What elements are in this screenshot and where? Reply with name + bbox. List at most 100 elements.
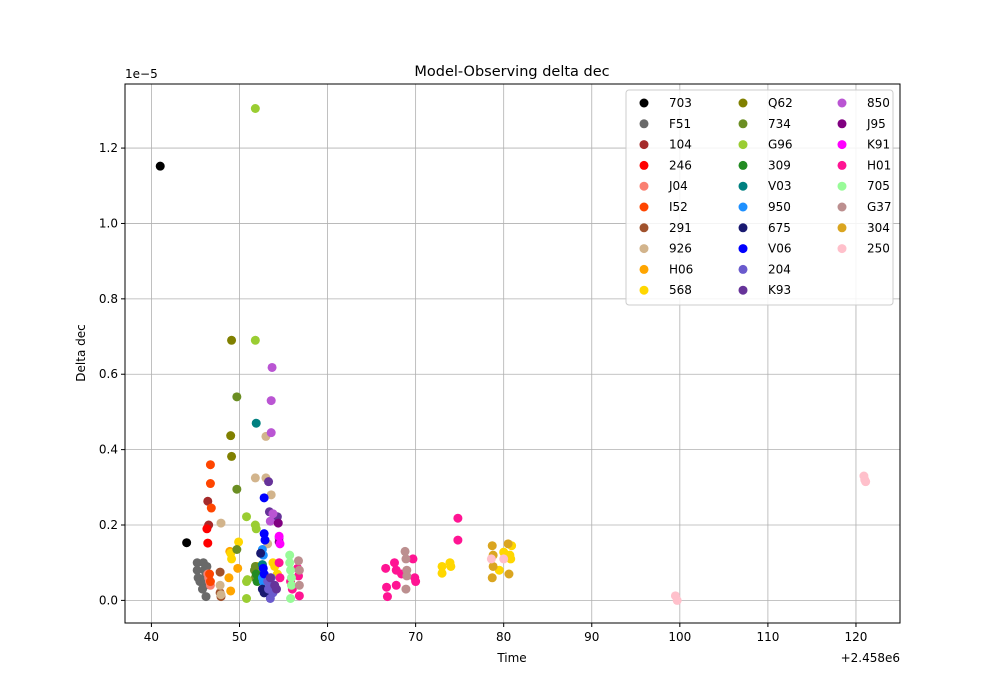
data-point-568	[437, 568, 447, 578]
data-point-850	[266, 396, 276, 406]
data-point-G96	[250, 104, 260, 113]
legend-label-734: 734	[768, 117, 791, 131]
x-tick-label: 50	[232, 630, 247, 644]
data-point-H06	[226, 586, 236, 596]
data-point-734	[232, 392, 242, 402]
y-scale-label: 1e−5	[125, 67, 158, 81]
x-tick-label: 70	[408, 630, 423, 644]
data-point-250	[499, 554, 509, 564]
legend-marker-675	[738, 223, 748, 233]
data-point-Q62	[226, 431, 236, 441]
legend-label-850: 850	[867, 96, 890, 110]
data-point-H01	[382, 592, 392, 602]
legend-label-H01: H01	[867, 158, 891, 172]
data-point-246	[202, 524, 212, 534]
data-point-304	[503, 539, 513, 549]
data-point-I52	[205, 577, 215, 587]
data-point-568	[437, 561, 447, 571]
data-point-H01	[408, 554, 418, 564]
data-point-H01	[453, 513, 463, 523]
y-tick-label: 1.2	[99, 141, 118, 155]
legend-marker-I52	[639, 202, 649, 212]
y-axis-label: Delta dec	[74, 324, 88, 381]
legend-label-204: 204	[768, 262, 791, 276]
legend-marker-H01	[837, 160, 847, 170]
legend-marker-309	[738, 160, 748, 170]
x-tick-label: 40	[144, 630, 159, 644]
data-point-304	[488, 561, 498, 571]
data-point-926	[216, 518, 226, 528]
legend-marker-V06	[738, 244, 748, 254]
data-point-568	[446, 561, 456, 571]
data-point-G96	[242, 594, 252, 603]
data-point-K91	[275, 539, 285, 549]
data-point-G37	[402, 571, 412, 581]
data-point-Q62	[227, 335, 237, 345]
legend-label-104: 104	[669, 138, 692, 152]
data-point-926	[215, 580, 225, 590]
legend-label-926: 926	[669, 242, 692, 256]
legend-label-J04: J04	[668, 179, 688, 193]
data-point-F51	[192, 565, 202, 575]
x-axis-ticks: 40 50 60 70 80 90 100 110 120	[144, 623, 867, 644]
legend-label-304: 304	[867, 221, 890, 235]
data-point-246	[203, 538, 213, 548]
data-point-V06	[260, 535, 270, 545]
legend-marker-F51	[639, 119, 649, 129]
y-tick-label: 1.0	[99, 216, 118, 230]
legend-marker-G96	[738, 140, 748, 150]
legend-label-309: 309	[768, 158, 791, 172]
legend-marker-J04	[639, 181, 649, 191]
y-tick-label: 0.4	[99, 443, 118, 457]
data-point-568	[506, 554, 516, 564]
data-point-H01	[274, 558, 284, 568]
data-point-K93	[271, 584, 281, 594]
legend-marker-950	[738, 202, 748, 212]
data-point-H06	[233, 563, 243, 573]
data-point-G96	[251, 524, 261, 534]
data-point-I52	[205, 569, 215, 579]
data-point-705	[285, 558, 295, 568]
data-point-568	[234, 537, 244, 547]
legend-marker-291	[639, 223, 649, 233]
x-tick-label: 110	[756, 630, 779, 644]
data-point-G37	[401, 554, 411, 564]
data-point-F51	[202, 561, 212, 571]
data-point-734	[232, 484, 242, 494]
data-point-H01	[381, 563, 391, 573]
legend-label-K93: K93	[768, 283, 791, 297]
data-point-104	[203, 496, 213, 506]
legend-label-705: 705	[867, 179, 890, 193]
legend-marker-204	[738, 264, 748, 274]
legend-marker-304	[837, 223, 847, 233]
legend-marker-734	[738, 119, 748, 129]
data-point-850	[268, 509, 278, 519]
data-point-I52	[205, 479, 215, 489]
legend-label-246: 246	[669, 158, 692, 172]
legend-label-291: 291	[669, 221, 692, 235]
legend-label-950: 950	[768, 200, 791, 214]
data-points	[155, 104, 871, 605]
data-point-F51	[198, 584, 207, 594]
data-point-G96	[242, 512, 252, 522]
data-point-250	[672, 595, 682, 605]
data-point-J95	[273, 518, 283, 528]
data-point-926	[250, 473, 260, 483]
legend-label-G96: G96	[768, 138, 793, 152]
x-tick-label: 100	[668, 630, 691, 644]
legend-label-G37: G37	[867, 200, 892, 214]
data-point-H01	[389, 558, 399, 568]
data-point-250	[486, 554, 496, 564]
data-point-850	[267, 362, 277, 372]
legend-label-675: 675	[768, 221, 791, 235]
data-point-V06	[259, 493, 269, 503]
data-point-705	[285, 550, 295, 560]
x-tick-label: 60	[320, 630, 335, 644]
data-point-291	[215, 567, 225, 577]
data-point-K91	[274, 531, 284, 541]
data-point-Q62	[227, 451, 237, 461]
legend-label-568: 568	[669, 283, 692, 297]
legend-label-K91: K91	[867, 138, 890, 152]
legend-label-V06: V06	[768, 242, 791, 256]
data-point-G37	[293, 556, 303, 566]
